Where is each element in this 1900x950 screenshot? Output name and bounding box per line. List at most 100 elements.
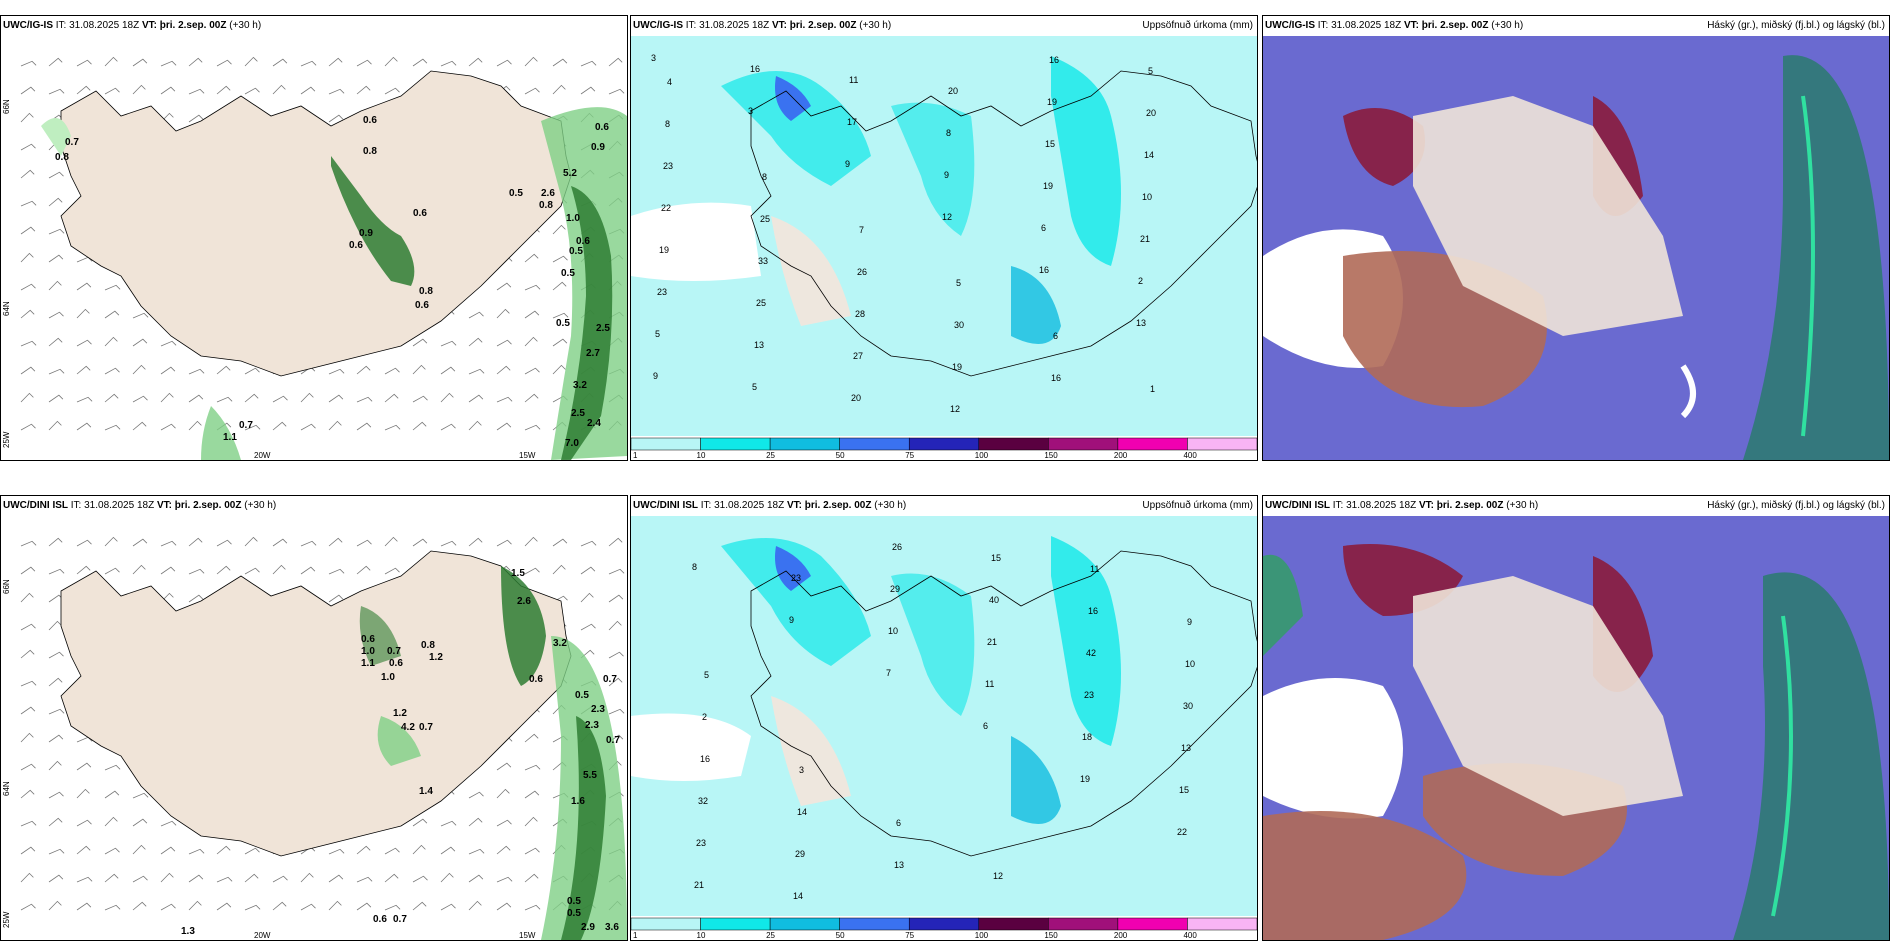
colorbar-swatch xyxy=(1187,917,1257,931)
wind-barb xyxy=(440,366,456,375)
wind-barb xyxy=(608,594,624,603)
wind-barb xyxy=(524,816,538,827)
svg-text:0.6: 0.6 xyxy=(389,658,403,669)
wind-barb xyxy=(328,900,342,911)
svg-text:66N: 66N xyxy=(2,579,11,594)
wind-barb xyxy=(524,336,538,347)
svg-text:64N: 64N xyxy=(2,301,11,316)
wind-barb xyxy=(188,114,204,123)
precip-value: 9 xyxy=(944,170,949,180)
precip-value: 10 xyxy=(1185,659,1195,669)
wind-barb xyxy=(496,819,512,827)
wind-barb xyxy=(132,364,146,375)
svg-text:0.6: 0.6 xyxy=(595,122,609,133)
wind-barb xyxy=(412,875,428,883)
wind-barb xyxy=(356,565,371,575)
wind-barb xyxy=(356,396,373,403)
precip-value: 26 xyxy=(857,267,867,277)
wind-barb xyxy=(608,57,623,67)
wind-barb xyxy=(20,423,36,431)
wind-barb xyxy=(160,540,177,547)
iceland-land xyxy=(60,70,572,377)
precip-value: 4 xyxy=(667,77,672,87)
wind-barb xyxy=(552,281,567,291)
wind-barb xyxy=(20,706,36,715)
colorbar-label: 75 xyxy=(905,451,914,460)
precip-value: 16 xyxy=(1051,373,1061,383)
wind-barb xyxy=(328,848,345,855)
wind-barb xyxy=(468,537,483,547)
wind-barb xyxy=(496,788,510,799)
colorbar-label: 25 xyxy=(766,451,775,460)
precip-value: 13 xyxy=(1136,318,1146,328)
wind-barb xyxy=(524,310,540,319)
svg-text:3.6: 3.6 xyxy=(605,922,619,933)
wind-barb xyxy=(328,88,345,95)
wind-barb xyxy=(104,536,118,547)
wind-barb xyxy=(132,338,148,347)
precip-value: 14 xyxy=(793,891,803,901)
wind-barb xyxy=(608,677,623,687)
wind-barb xyxy=(104,567,120,575)
colorbar-label: 400 xyxy=(1183,931,1197,940)
svg-text:0.8: 0.8 xyxy=(539,200,553,211)
wind-barb xyxy=(132,901,147,911)
wind-barb xyxy=(76,59,92,67)
wind-barb xyxy=(468,57,483,67)
wind-barb xyxy=(216,59,232,67)
wind-barb xyxy=(328,368,345,375)
svg-text:20W: 20W xyxy=(254,451,271,460)
precip-value: 22 xyxy=(661,203,671,213)
wind-barb xyxy=(48,848,65,855)
wind-barb xyxy=(552,338,568,347)
wind-barb xyxy=(48,760,62,771)
wind-barb xyxy=(328,537,343,547)
wind-barb xyxy=(356,902,372,911)
panel-header: UWC/IG-IS IT: 31.08.2025 18Z VT: þri. 2.… xyxy=(1,16,627,36)
wind-barb xyxy=(580,60,597,67)
wind-barb xyxy=(132,564,146,575)
panel-header: UWC/DINI ISL IT: 31.08.2025 18Z VT: þri.… xyxy=(1263,496,1889,516)
wind-barb xyxy=(524,536,538,547)
precip-value: 20 xyxy=(948,86,958,96)
precip-value: 14 xyxy=(1144,150,1154,160)
precip-map: 8976192221231011181523142921231332292640… xyxy=(631,516,1257,916)
svg-text:0.6: 0.6 xyxy=(413,208,427,219)
wind-barb xyxy=(188,568,205,575)
precip-value: 5 xyxy=(655,329,660,339)
precip-value: 13 xyxy=(1181,743,1191,753)
svg-text:2.3: 2.3 xyxy=(585,720,599,731)
svg-text:2.5: 2.5 xyxy=(571,408,585,419)
wind-barb xyxy=(48,791,64,799)
colorbar-label: 100 xyxy=(975,451,989,460)
svg-text:0.9: 0.9 xyxy=(359,228,373,239)
colorbar-swatch xyxy=(978,917,1049,931)
wind-barb xyxy=(524,367,540,375)
precip-value: 20 xyxy=(851,393,861,403)
precip-value: 8 xyxy=(665,119,670,129)
wind-barb xyxy=(216,396,233,403)
wind-barb xyxy=(244,847,260,855)
wind-barb xyxy=(356,845,371,855)
svg-text:0.5: 0.5 xyxy=(575,690,589,701)
colorbar-label: 150 xyxy=(1044,451,1058,460)
wind-barb xyxy=(412,421,427,431)
wind-barb xyxy=(20,112,34,123)
precip-panel-dini: UWC/DINI ISL IT: 31.08.2025 18Z VT: þri.… xyxy=(630,495,1258,941)
wind-barb xyxy=(20,566,36,575)
svg-text:0.6: 0.6 xyxy=(529,674,543,685)
wind-barb xyxy=(608,708,625,715)
wind-barb xyxy=(76,819,92,827)
wind-barb xyxy=(20,200,37,207)
wind-barb xyxy=(160,340,177,347)
wind-barb xyxy=(244,87,260,95)
wind-barb xyxy=(524,764,541,771)
precip-value: 6 xyxy=(1053,331,1058,341)
svg-text:1.5: 1.5 xyxy=(511,568,525,579)
precip-value: 26 xyxy=(892,542,902,552)
svg-text:15W: 15W xyxy=(519,931,536,940)
wind-barb xyxy=(524,790,540,799)
precip-value: 5 xyxy=(1148,66,1153,76)
wind-barb xyxy=(468,791,484,799)
svg-text:15W: 15W xyxy=(519,451,536,460)
